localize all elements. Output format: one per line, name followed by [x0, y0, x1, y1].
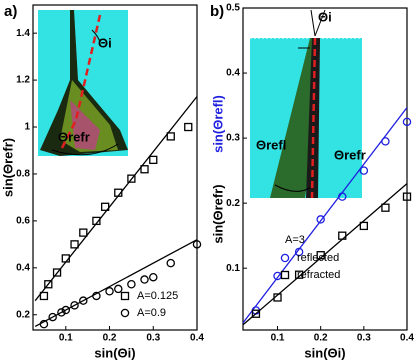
marker	[105, 287, 114, 296]
marker	[140, 275, 149, 284]
marker	[166, 132, 175, 141]
x-tick-label: 0.2	[103, 333, 117, 344]
marker	[359, 166, 369, 175]
marker	[79, 296, 88, 305]
y-tick-label: 0.5	[226, 3, 240, 14]
marker	[381, 137, 390, 146]
marker	[338, 231, 347, 240]
y-tick-label: 0.3	[226, 133, 240, 144]
fit-line	[242, 183, 408, 326]
legend-label: refracted	[297, 269, 340, 281]
x-tick-label: 0.1	[59, 333, 73, 344]
marker	[79, 228, 88, 237]
legend-marker	[280, 253, 290, 263]
marker	[402, 192, 412, 201]
marker	[402, 117, 412, 127]
y-axis-label: sin(Θrefr)	[210, 184, 225, 243]
y-tick-label: 0.1	[226, 263, 240, 274]
marker	[52, 268, 62, 277]
y-tick-label: 0.6	[16, 216, 30, 227]
y-tick-label: 1	[24, 122, 30, 133]
marker	[192, 240, 202, 249]
y-tick-label: 1.2	[16, 75, 30, 86]
marker	[101, 202, 110, 211]
y-tick-label: 0.4	[226, 68, 240, 79]
x-tick-label: 0.4	[400, 333, 414, 344]
marker	[149, 155, 158, 165]
marker	[39, 319, 49, 329]
y-axis-label: sin(Θrefl)	[210, 95, 225, 153]
legend-marker	[280, 270, 290, 280]
marker	[316, 251, 325, 260]
marker	[48, 312, 57, 322]
marker	[57, 308, 66, 317]
annotation: Θi	[98, 35, 112, 50]
annotation: Θrefr	[334, 147, 366, 162]
inset-image	[250, 9, 362, 199]
y-tick-label: 0.8	[16, 169, 30, 180]
marker	[70, 240, 79, 249]
plot-frame	[242, 7, 408, 331]
marker	[70, 301, 79, 310]
inset-image	[38, 10, 128, 156]
annotation: Θrefr	[58, 129, 90, 144]
marker	[92, 291, 101, 301]
y-axis-label: sin(Θrefr)	[0, 138, 15, 197]
y-tick-label: 0.2	[16, 309, 30, 320]
y-tick-label: 0.4	[16, 262, 30, 273]
panel-label: b)	[210, 3, 224, 20]
y-tick-label: 1.4	[16, 28, 30, 39]
marker	[92, 216, 101, 226]
marker	[359, 221, 368, 231]
marker	[251, 309, 261, 318]
legend-marker	[120, 291, 130, 301]
legend-label: A=0.125	[137, 290, 178, 302]
marker	[114, 284, 123, 294]
legend-label: reflected	[297, 252, 339, 264]
marker	[184, 122, 193, 132]
fit-line	[242, 107, 408, 324]
x-tick-label: 0.3	[357, 333, 371, 344]
x-tick-label: 0.3	[146, 333, 160, 344]
fit-line	[34, 239, 198, 328]
marker	[149, 272, 158, 282]
marker	[114, 188, 123, 197]
marker	[61, 254, 70, 263]
y-tick-label: 0.2	[226, 198, 240, 209]
marker	[44, 280, 53, 289]
legend-marker	[120, 308, 130, 318]
marker	[294, 247, 304, 257]
annotation: Θrefl	[256, 137, 286, 152]
marker	[127, 279, 136, 289]
panel-label: a)	[4, 3, 17, 20]
marker	[316, 215, 325, 224]
marker	[166, 258, 176, 268]
marker	[127, 174, 136, 183]
x-tick-label: 0.2	[314, 333, 328, 344]
x-axis-label: sin(Θi)	[94, 345, 135, 360]
marker	[338, 192, 347, 201]
marker	[381, 203, 390, 212]
marker	[294, 270, 304, 279]
legend-title: A=3	[285, 234, 305, 246]
annotation: Θi	[318, 9, 332, 24]
marker	[39, 291, 49, 301]
fit-line	[34, 96, 198, 302]
legend-label: A=0.9	[137, 307, 166, 319]
x-axis-label: sin(Θi)	[304, 345, 345, 360]
marker	[61, 305, 71, 315]
x-tick-label: 0.1	[271, 333, 285, 344]
plot-frame	[32, 4, 198, 331]
marker	[140, 165, 149, 174]
marker	[273, 293, 282, 302]
x-tick-label: 0.4	[190, 333, 204, 344]
